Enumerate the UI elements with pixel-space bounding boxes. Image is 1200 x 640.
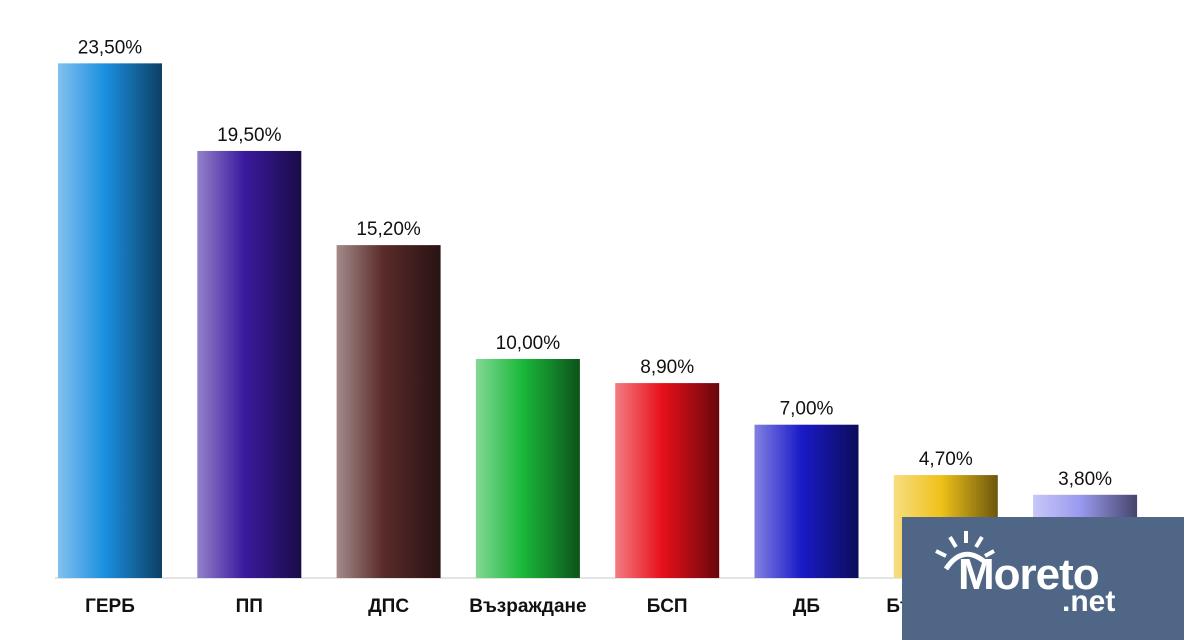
category-label-1: ГЕРБ	[85, 596, 135, 617]
bar-4	[475, 359, 580, 578]
value-label-6: 7,00%	[780, 399, 834, 420]
value-label-5: 8,90%	[640, 357, 694, 378]
category-label-6: ДБ	[793, 596, 820, 617]
value-label-7: 4,70%	[919, 449, 973, 470]
value-label-2: 19,50%	[217, 125, 282, 146]
category-label-3: ДПС	[368, 596, 409, 617]
bar-6	[754, 424, 859, 578]
watermark-logo: Moreto .net	[902, 517, 1184, 640]
watermark-brand: Moreto	[958, 550, 1100, 599]
value-label-1: 23,50%	[78, 37, 143, 58]
category-label-2: ПП	[236, 596, 263, 617]
watermark-suffix: .net	[1062, 585, 1116, 618]
category-label-4: Възраждане	[469, 596, 586, 617]
bar-3	[336, 245, 441, 578]
value-label-8: 3,80%	[1058, 469, 1112, 490]
value-label-3: 15,20%	[356, 219, 421, 240]
bar-2	[197, 150, 302, 578]
bar-5	[615, 383, 720, 578]
bar-1	[58, 63, 162, 579]
value-label-4: 10,00%	[496, 333, 561, 354]
category-label-5: БСП	[647, 596, 688, 617]
sun-icon	[935, 531, 995, 571]
